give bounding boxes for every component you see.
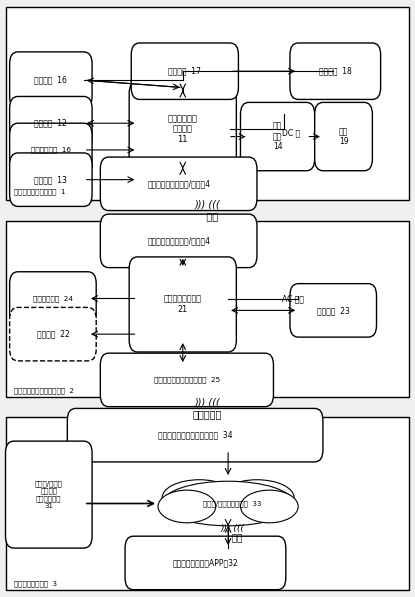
Text: 无线通讯模块（接收/发送）4: 无线通讯模块（接收/发送）4 — [147, 236, 210, 245]
Text: 采集模块  23: 采集模块 23 — [317, 306, 350, 315]
FancyBboxPatch shape — [10, 307, 96, 361]
Text: 录像模块  22: 录像模块 22 — [37, 330, 69, 338]
Text: 密码输入模块  16: 密码输入模块 16 — [31, 147, 71, 153]
FancyBboxPatch shape — [100, 214, 257, 267]
Text: 检测开关  13: 检测开关 13 — [34, 175, 67, 184]
Text: 人体检测模块  24: 人体检测模块 24 — [33, 295, 73, 302]
Ellipse shape — [162, 480, 237, 515]
Text: 指纹密码模块
控制模块
11: 指纹密码模块 控制模块 11 — [168, 114, 198, 144]
FancyBboxPatch shape — [67, 408, 323, 462]
Text: 指纹密码模块控制模块  1: 指纹密码模块控制模块 1 — [14, 188, 65, 195]
FancyBboxPatch shape — [129, 257, 237, 352]
FancyBboxPatch shape — [290, 284, 376, 337]
Ellipse shape — [240, 490, 298, 523]
Ellipse shape — [158, 490, 216, 523]
FancyBboxPatch shape — [10, 123, 92, 177]
Text: 广域网/局域网连接模块  33: 广域网/局域网连接模块 33 — [203, 500, 261, 507]
Bar — [5, 417, 410, 590]
Text: ))) (((
   无线: ))) ((( 无线 — [195, 200, 220, 221]
FancyBboxPatch shape — [129, 82, 237, 177]
Text: 无线通讯模块（接收/发送）4: 无线通讯模块（接收/发送）4 — [147, 179, 210, 188]
FancyBboxPatch shape — [100, 157, 257, 211]
Text: 智能资源处理模块  3: 智能资源处理模块 3 — [14, 580, 57, 587]
Text: 音量模块  16: 音量模块 16 — [34, 76, 67, 85]
Text: AC 供电: AC 供电 — [282, 294, 304, 303]
FancyBboxPatch shape — [125, 536, 286, 590]
FancyBboxPatch shape — [290, 43, 381, 100]
Ellipse shape — [220, 480, 294, 515]
FancyBboxPatch shape — [131, 43, 238, 100]
Bar — [5, 221, 410, 396]
Text: DC 供: DC 供 — [282, 129, 300, 138]
FancyBboxPatch shape — [315, 103, 372, 171]
Text: 图像及数据采集服务器模块  2: 图像及数据采集服务器模块 2 — [14, 387, 73, 393]
Text: 室内外无线或有线路由器模块  34: 室内外无线或有线路由器模块 34 — [158, 430, 232, 439]
FancyBboxPatch shape — [10, 272, 96, 325]
FancyBboxPatch shape — [100, 353, 273, 407]
Bar — [5, 7, 410, 201]
Text: 显示模块  17: 显示模块 17 — [168, 67, 201, 76]
Text: ))) (((
   无线: ))) ((( 无线 — [220, 524, 244, 543]
FancyBboxPatch shape — [10, 97, 92, 150]
FancyBboxPatch shape — [10, 153, 92, 207]
Text: ))) (((
无线或有线: ))) ((( 无线或有线 — [193, 398, 222, 419]
FancyBboxPatch shape — [10, 52, 92, 108]
Text: 采集元素控制模块
21: 采集元素控制模块 21 — [164, 295, 202, 314]
Text: 室内外无线和有线连接模块  25: 室内外无线和有线连接模块 25 — [154, 377, 220, 383]
Text: 视觉
机构
14: 视觉 机构 14 — [273, 122, 282, 152]
Text: 移动终端模块（含APP）32: 移动终端模块（含APP）32 — [173, 558, 238, 567]
Text: 门锁
19: 门锁 19 — [339, 127, 348, 146]
Text: 报警装置  18: 报警装置 18 — [319, 67, 352, 76]
Text: 指纹模块  12: 指纹模块 12 — [34, 119, 67, 128]
Text: 一域网/局域网
连接聚合
点服务器模块
31: 一域网/局域网 连接聚合 点服务器模块 31 — [35, 480, 63, 509]
FancyBboxPatch shape — [240, 103, 315, 171]
FancyBboxPatch shape — [5, 441, 92, 548]
Ellipse shape — [162, 481, 294, 526]
